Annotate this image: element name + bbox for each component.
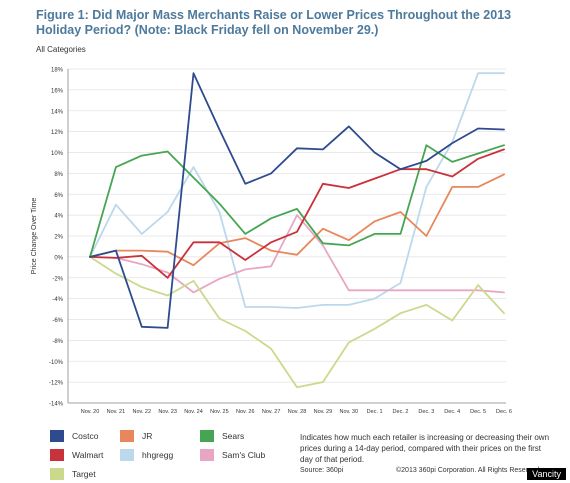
legend-label: Sears	[222, 431, 245, 441]
series-line-jr	[89, 173, 505, 267]
legend-label: Costco	[72, 431, 99, 441]
y-tick-label: -4%	[52, 297, 63, 303]
y-tick-label: -12%	[49, 381, 64, 387]
legend-swatch	[200, 449, 214, 461]
legend-item-sears: Sears	[200, 430, 280, 442]
y-tick-label: 4%	[54, 214, 63, 220]
legend-label: JR	[142, 431, 153, 441]
x-tick-label: Dec. 1	[367, 409, 383, 415]
line-chart: 18% 16% 14% 12% 10% 8% 6% 4% 2% 0% -2% -4% -6% -8% -10…	[31, 68, 512, 416]
series-line-hhgregg	[89, 72, 505, 309]
x-tick-label: Nov. 23	[158, 409, 177, 415]
legend-item-target: Target	[50, 468, 120, 480]
y-tick-label: 2%	[54, 235, 63, 241]
legend-item-walmart: Walmart	[50, 449, 120, 461]
y-tick-label: -14%	[49, 402, 64, 408]
y-tick-label: -8%	[52, 339, 63, 345]
x-tick-label: Nov. 22	[132, 409, 151, 415]
chart-subtitle: All Categories	[36, 45, 86, 54]
y-tick-label: -2%	[52, 276, 63, 282]
series-line-walmart	[89, 148, 505, 279]
x-tick-label: Nov. 27	[262, 409, 281, 415]
legend-swatch	[120, 449, 134, 461]
legend-item-costco: Costco	[50, 430, 120, 442]
legend-swatch	[50, 449, 64, 461]
legend-swatch	[50, 430, 64, 442]
x-tick-label: Nov. 21	[107, 409, 126, 415]
x-tick-label: Nov. 29	[314, 409, 333, 415]
y-tick-label: 14%	[51, 109, 64, 115]
x-tick-label: Dec. 6	[496, 409, 512, 415]
series-line-costco	[89, 72, 505, 329]
y-tick-label: -10%	[49, 360, 64, 366]
legend-label: hhgregg	[142, 450, 174, 460]
legend-label: Target	[72, 469, 96, 479]
x-tick-label: Nov. 25	[210, 409, 229, 415]
legend-swatch	[120, 430, 134, 442]
x-tick-label: Nov. 26	[236, 409, 255, 415]
series-layer	[89, 72, 505, 389]
y-tick-label: 12%	[51, 130, 64, 136]
legend-label: Sam's Club	[222, 450, 266, 460]
x-tick-label: Dec. 4	[444, 409, 460, 415]
legend-item-jr: JR	[120, 430, 200, 442]
series-line-target	[89, 255, 505, 389]
y-tick-label: -6%	[52, 318, 63, 324]
x-tick-label: Dec. 3	[418, 409, 434, 415]
y-tick-label: 0%	[54, 255, 63, 261]
x-tick-label: Nov. 30	[339, 409, 358, 415]
legend: Costco JR Sears Walmart hhgregg Sam's Cl…	[50, 430, 300, 480]
grid	[68, 68, 506, 404]
axes: 18% 16% 14% 12% 10% 8% 6% 4% 2% 0% -2% -4% -6% -8% -10…	[31, 68, 512, 416]
y-tick-label: 18%	[51, 68, 64, 74]
x-tick-label: Nov. 24	[184, 409, 203, 415]
x-tick-label: Dec. 2	[393, 409, 409, 415]
y-tick-label: 10%	[51, 151, 64, 157]
copyright-text: ©2013 360pi Corporation. All Rights Rese…	[396, 467, 542, 474]
legend-swatch	[50, 468, 64, 480]
x-tick-label: Nov. 28	[288, 409, 307, 415]
legend-item-sams-club: Sam's Club	[200, 449, 280, 461]
legend-label: Walmart	[72, 450, 104, 460]
source-text: Source: 360pi	[300, 467, 344, 474]
y-tick-label: 8%	[54, 172, 63, 178]
watermark: Vancity	[527, 468, 566, 480]
legend-swatch	[200, 430, 214, 442]
y-axis-title: Price Change Over Time	[31, 198, 38, 275]
legend-item-hhgregg: hhgregg	[120, 449, 200, 461]
chart-note: Indicates how much each retailer is incr…	[300, 433, 550, 464]
y-tick-label: 16%	[51, 88, 64, 94]
x-tick-label: Nov. 20	[81, 409, 100, 415]
x-tick-label: Dec. 5	[470, 409, 486, 415]
chart-title: Figure 1: Did Major Mass Merchants Raise…	[36, 8, 512, 37]
y-tick-label: 6%	[54, 193, 63, 199]
series-line-sears	[89, 144, 505, 258]
